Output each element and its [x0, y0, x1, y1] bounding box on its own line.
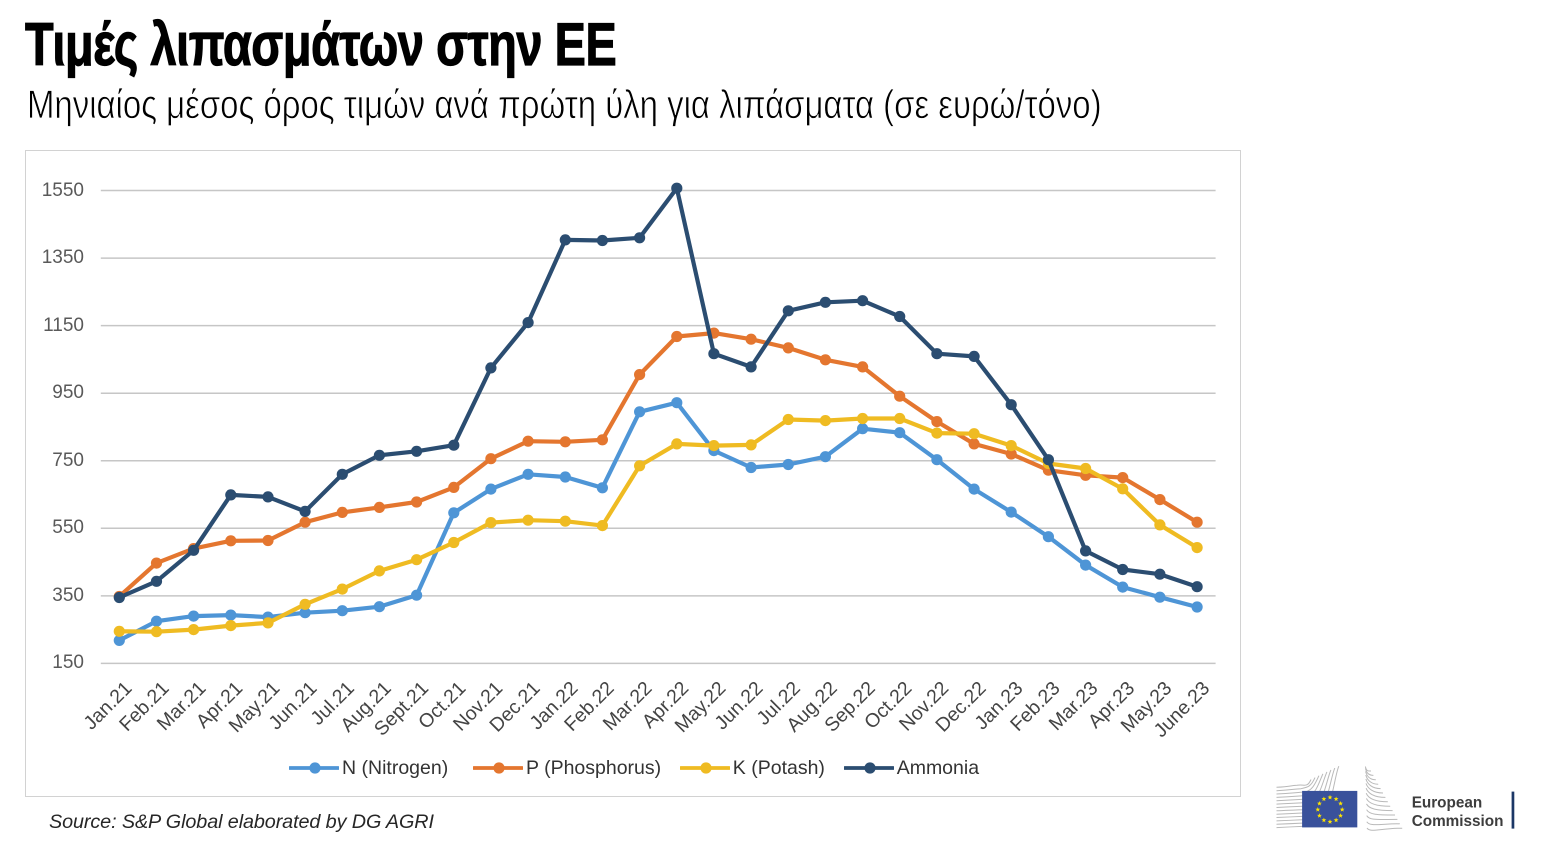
- svg-text:European: European: [1412, 795, 1483, 812]
- svg-text:Commission: Commission: [1412, 813, 1504, 830]
